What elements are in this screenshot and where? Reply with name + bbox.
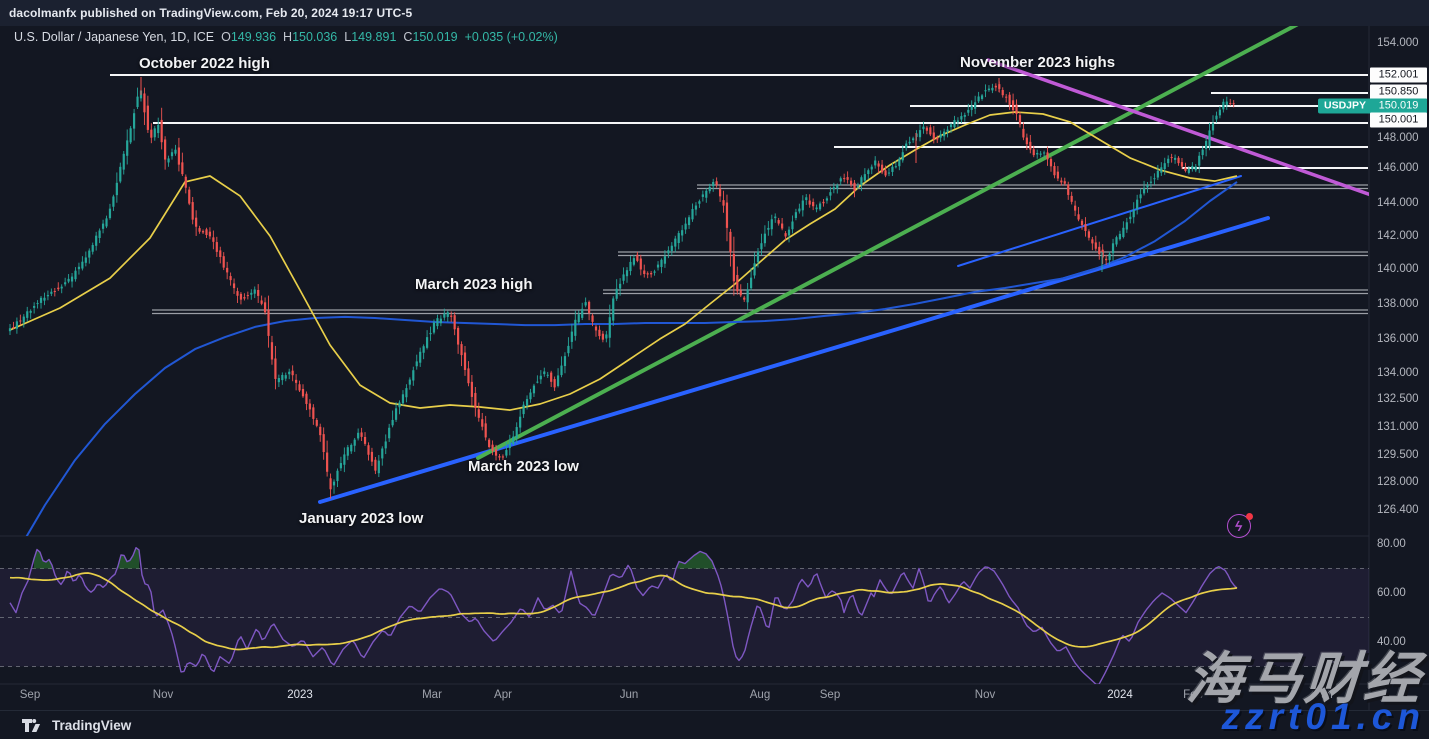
price-axis-label: 146.000 (1377, 162, 1419, 174)
price-axis-label: 80.00 (1377, 538, 1406, 550)
ohlc-key-c: C (403, 30, 413, 44)
level-price-badge: 150.001 (1370, 112, 1427, 128)
time-axis-label-mar[interactable]: Mar (422, 689, 442, 701)
publish-info-bar: dacolmanfx published on TradingView.com,… (0, 0, 1429, 26)
tradingview-logo-icon[interactable] (22, 718, 43, 733)
ohlc-value-l: 149.891 (351, 30, 397, 44)
time-axis-label-2023[interactable]: 2023 (287, 689, 313, 701)
annotation-march-2023-low: March 2023 low (468, 458, 579, 475)
level-price-badge: 150.850 (1370, 84, 1427, 100)
time-axis-label-apr[interactable]: Apr (494, 689, 512, 701)
flash-circle-icon[interactable]: ϟ (1227, 513, 1253, 538)
time-axis-label-aug[interactable]: Aug (749, 689, 771, 701)
price-axis-label: 134.000 (1377, 367, 1419, 379)
price-axis-label: 144.000 (1377, 197, 1419, 209)
price-axis-label: 142.000 (1377, 230, 1419, 242)
tradingview-brand[interactable]: TradingView (52, 717, 132, 733)
footer-bar: TradingView (0, 710, 1429, 739)
price-axis-label: 40.00 (1377, 636, 1406, 648)
price-axis-label: 131.000 (1377, 421, 1419, 433)
ohlc-values: O149.936 H150.036 L149.891 C150.019 (214, 30, 458, 44)
candlesticks (8, 77, 1235, 499)
time-axis-label-jun[interactable]: Jun (619, 689, 639, 701)
publish-info-text: dacolmanfx published on TradingView.com,… (9, 6, 413, 20)
price-axis-label: 154.000 (1377, 37, 1419, 49)
price-axis-label: 128.000 (1377, 476, 1419, 488)
lightning-bolt-icon: ϟ (1233, 518, 1245, 534)
price-axis-label: 148.000 (1377, 132, 1419, 144)
time-axis-label-apr[interactable]: Apr (1316, 689, 1334, 701)
price-axis-label: 129.500 (1377, 449, 1419, 461)
price-axis-label: 138.000 (1377, 298, 1419, 310)
symbol-title[interactable]: U.S. Dollar / Japanese Yen, 1D, ICE (14, 30, 215, 44)
price-axis-label: 60.00 (1377, 587, 1406, 599)
time-axis-label-feb[interactable]: Feb (1183, 689, 1203, 701)
notification-dot (1246, 513, 1253, 520)
change-value: +0.035 (+0.02%) (464, 30, 558, 44)
trendline-minor-uptrend (957, 175, 1242, 267)
ohlc-key-o: O (221, 30, 231, 44)
time-axis-label-sep[interactable]: Sep (19, 689, 41, 701)
ohlc-value-h: 150.036 (292, 30, 338, 44)
level-price-badge: 152.001 (1370, 67, 1427, 83)
time-axis-label-nov[interactable]: Nov (152, 689, 174, 701)
rsi-pane (0, 547, 1369, 684)
ohlc-value-o: 149.936 (230, 30, 277, 44)
trendline-major-uptrend-from-jan-2023-low (318, 216, 1270, 504)
annotation-january-2023-low: January 2023 low (299, 510, 424, 527)
main-price-pane (8, 26, 1369, 536)
trendline-downtrend-from-nov-2023-high (986, 58, 1369, 197)
annotation-march-2023-high: March 2023 high (415, 276, 533, 293)
ohlc-key-h: H (283, 30, 293, 44)
annotation-november-2023-highs: November 2023 highs (960, 54, 1116, 71)
symbol-price-tag: USDJPY (1318, 98, 1373, 114)
time-axis-label-nov[interactable]: Nov (974, 689, 996, 701)
price-axis-label: 136.000 (1377, 333, 1419, 345)
watermark-url: zzrt01.cn (1221, 696, 1425, 737)
time-axis-label-sep[interactable]: Sep (819, 689, 841, 701)
price-axis-label: 140.000 (1377, 263, 1419, 275)
ohlc-value-c: 150.019 (412, 30, 458, 44)
annotation-october-2022-high: October 2022 high (139, 55, 270, 72)
time-axis-label-2024[interactable]: 2024 (1107, 689, 1133, 701)
price-axis-label: 126.400 (1377, 504, 1419, 516)
trendline-acceleration-uptrend-from-mar-2023-low (476, 26, 1299, 460)
current-price-badge: 150.019 (1370, 98, 1427, 114)
price-axis-label: 132.500 (1377, 393, 1419, 405)
symbol-legend[interactable]: U.S. Dollar / Japanese Yen, 1D, ICE O149.… (14, 30, 558, 44)
ohlc-key-l: L (344, 30, 352, 44)
